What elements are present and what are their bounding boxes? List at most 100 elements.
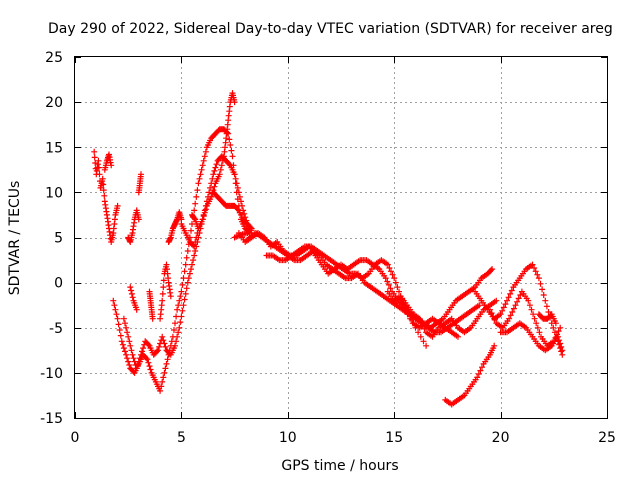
data-point bbox=[167, 293, 174, 300]
data-point bbox=[161, 340, 168, 347]
data-point bbox=[172, 320, 178, 327]
data-point bbox=[476, 302, 483, 309]
data-point bbox=[92, 160, 99, 166]
data-point bbox=[176, 297, 183, 304]
data-point bbox=[146, 363, 153, 370]
data-point bbox=[193, 193, 200, 200]
data-point bbox=[155, 347, 161, 354]
data-point bbox=[153, 348, 160, 355]
data-point bbox=[144, 356, 151, 363]
y-tick-label: 25 bbox=[45, 50, 63, 66]
data-point bbox=[531, 265, 538, 271]
data-point bbox=[196, 175, 203, 182]
data-point bbox=[175, 302, 182, 309]
data-series bbox=[146, 288, 156, 322]
data-point bbox=[120, 315, 127, 322]
data-point bbox=[507, 312, 514, 319]
data-point bbox=[502, 301, 509, 308]
data-series bbox=[178, 90, 238, 250]
data-point bbox=[192, 200, 199, 207]
data-point bbox=[127, 284, 134, 291]
data-point bbox=[409, 320, 416, 327]
chart-title: Day 290 of 2022, Sidereal Day-to-day VTE… bbox=[48, 21, 613, 37]
y-tick-label: 0 bbox=[54, 276, 63, 292]
x-tick-labels: 0 5 10 15 20 25 bbox=[71, 430, 616, 446]
data-point bbox=[542, 297, 549, 304]
data-point bbox=[125, 358, 132, 365]
data-point bbox=[227, 142, 234, 148]
data-point bbox=[174, 306, 181, 313]
data-point bbox=[91, 154, 98, 161]
data-point bbox=[99, 175, 106, 182]
data-point bbox=[134, 362, 141, 368]
data-point bbox=[208, 193, 215, 200]
data-point bbox=[116, 327, 123, 333]
data-point bbox=[217, 166, 224, 173]
grid-lines bbox=[75, 57, 607, 418]
data-point bbox=[385, 281, 392, 288]
data-point bbox=[404, 311, 411, 318]
data-point bbox=[396, 288, 402, 295]
data-series bbox=[101, 151, 115, 173]
data-point bbox=[164, 356, 171, 363]
data-point bbox=[515, 295, 522, 302]
data-point bbox=[180, 275, 187, 282]
data-point bbox=[412, 324, 419, 331]
data-point bbox=[216, 171, 223, 178]
data-point bbox=[178, 313, 185, 320]
data-point bbox=[248, 225, 255, 232]
data-series bbox=[231, 230, 251, 241]
data-point bbox=[119, 341, 126, 348]
data-point bbox=[191, 243, 198, 250]
data-point bbox=[91, 148, 98, 155]
data-point bbox=[529, 261, 536, 268]
data-point bbox=[389, 271, 396, 278]
x-axis-label: GPS time / hours bbox=[281, 458, 398, 474]
data-point bbox=[200, 213, 207, 220]
data-point bbox=[122, 348, 128, 355]
data-point bbox=[162, 365, 169, 372]
data-point bbox=[238, 198, 244, 205]
data-point bbox=[136, 355, 143, 362]
data-point bbox=[528, 306, 535, 313]
data-point bbox=[192, 248, 199, 254]
data-point bbox=[171, 327, 177, 333]
data-point bbox=[176, 324, 183, 331]
data-point bbox=[114, 202, 121, 209]
data-point bbox=[201, 153, 208, 160]
data-point bbox=[163, 360, 170, 367]
data-marks bbox=[91, 90, 566, 408]
data-point bbox=[509, 309, 516, 315]
data-point bbox=[500, 304, 507, 311]
x-tick-label: 10 bbox=[279, 430, 297, 446]
data-point bbox=[388, 268, 394, 275]
data-point bbox=[184, 248, 191, 254]
data-point bbox=[211, 167, 218, 174]
data-point bbox=[423, 342, 430, 349]
data-point bbox=[535, 275, 542, 282]
x-tick-label: 15 bbox=[385, 430, 403, 446]
axis-ticks bbox=[75, 57, 608, 419]
data-point bbox=[420, 338, 427, 345]
data-series bbox=[391, 297, 430, 349]
data-point bbox=[539, 286, 546, 293]
data-point bbox=[405, 310, 412, 317]
data-point bbox=[179, 281, 186, 288]
data-point bbox=[184, 279, 191, 286]
data-point bbox=[108, 162, 115, 169]
data-point bbox=[384, 278, 391, 285]
data-point bbox=[182, 261, 189, 268]
data-point bbox=[508, 287, 515, 294]
data-point bbox=[160, 284, 167, 291]
data-point bbox=[133, 365, 140, 372]
data-point bbox=[195, 180, 202, 187]
data-point bbox=[474, 374, 481, 381]
data-point bbox=[392, 279, 399, 286]
data-point bbox=[455, 333, 461, 340]
data-point bbox=[160, 337, 167, 344]
data-point bbox=[198, 166, 205, 173]
data-point bbox=[124, 329, 131, 336]
data-point bbox=[179, 307, 186, 314]
data-point bbox=[189, 261, 195, 268]
data-point bbox=[489, 266, 496, 273]
